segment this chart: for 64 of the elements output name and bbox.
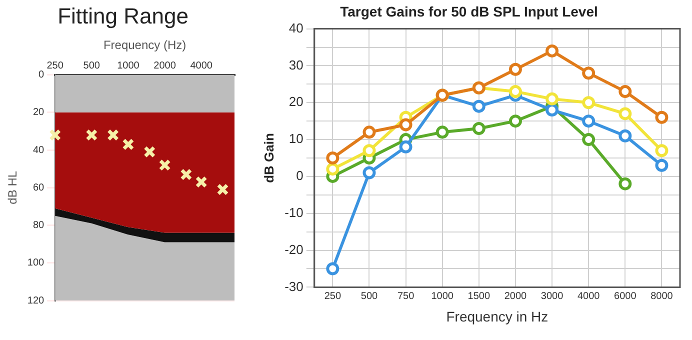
x-tick-label: 1500 <box>468 290 490 302</box>
y-tick-label: 0 <box>296 168 304 184</box>
point <box>546 104 559 117</box>
x-axis-title: Frequency (Hz) <box>103 38 186 52</box>
y-tick-label: 30 <box>288 57 304 72</box>
y-tick-label: 100 <box>27 258 45 269</box>
y-tick-label: 120 <box>27 295 45 306</box>
point <box>546 44 559 58</box>
y-tick-label: 40 <box>288 20 304 36</box>
x-tick-label: 250 <box>324 290 342 302</box>
chart-title: Target Gains for 50 dB SPL Input Level <box>340 3 598 20</box>
point <box>582 114 596 128</box>
point <box>618 107 632 120</box>
point <box>326 162 340 176</box>
y-tick-label: -10 <box>284 204 304 220</box>
x-tick-label: 8000 <box>650 290 674 302</box>
point <box>508 62 522 76</box>
point <box>399 118 412 132</box>
point <box>362 126 376 139</box>
y-axis-title: dB Gain <box>261 133 276 183</box>
x-axis-title: Frequency in Hz <box>446 308 548 324</box>
x-tick-label: 3000 <box>540 290 564 302</box>
x-tick-label: 250 <box>46 60 64 72</box>
y-tick-label: 0 <box>38 70 45 81</box>
x-tick-label: 1000 <box>431 290 454 302</box>
point <box>655 110 668 124</box>
x-tick-label: 2000 <box>504 290 528 302</box>
point <box>508 85 522 98</box>
point <box>618 177 632 190</box>
y-tick-label: -20 <box>284 242 304 257</box>
x-tick-label: 4000 <box>190 60 213 72</box>
y-tick-label: 10 <box>288 131 304 146</box>
point <box>655 144 668 158</box>
x-tick-label: 500 <box>83 60 100 72</box>
y-axis-title: dB HL <box>6 170 20 204</box>
point <box>582 96 596 110</box>
y-tick-label: 40 <box>32 144 45 156</box>
point <box>655 158 668 172</box>
point <box>508 114 522 128</box>
x-tick-label: 4000 <box>577 290 600 302</box>
point <box>618 85 632 98</box>
point <box>362 144 376 158</box>
point <box>399 140 412 154</box>
point <box>436 126 449 139</box>
chart-title: Fitting Range <box>58 3 188 28</box>
y-tick-label: -30 <box>284 278 304 294</box>
x-tick-label: 6000 <box>614 290 637 302</box>
y-tick-label: 20 <box>32 107 45 118</box>
x-tick-label: 2000 <box>154 60 176 72</box>
point <box>362 166 376 180</box>
point <box>582 133 596 146</box>
y-tick-label: 60 <box>32 182 45 194</box>
point <box>326 262 340 276</box>
point <box>326 152 340 164</box>
point <box>546 92 559 106</box>
point <box>618 129 632 142</box>
x-tick-label: 750 <box>397 290 415 302</box>
point <box>472 100 486 113</box>
point <box>582 66 596 80</box>
point <box>472 122 486 135</box>
y-tick-label: 20 <box>288 94 304 110</box>
x-tick-label: 500 <box>360 290 378 302</box>
x-tick-label: 1000 <box>117 60 140 72</box>
y-tick-label: 80 <box>32 220 45 232</box>
